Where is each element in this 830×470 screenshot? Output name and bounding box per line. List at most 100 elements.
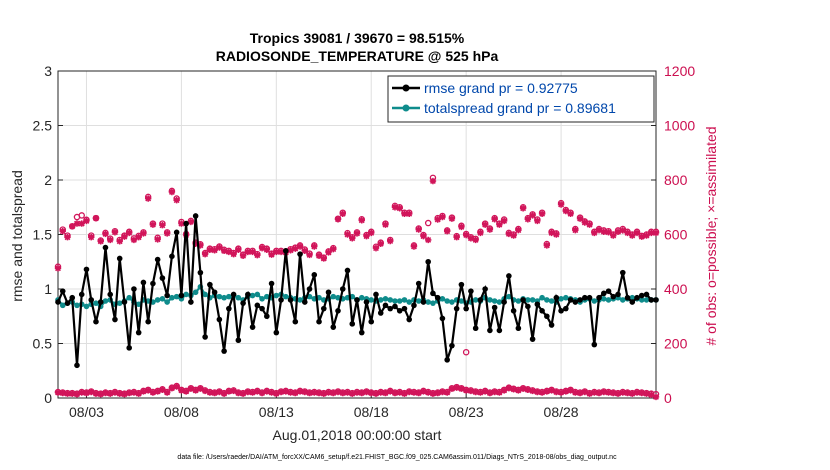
point-rmse xyxy=(245,291,251,298)
point-rmse xyxy=(392,303,398,310)
point-obs_assimilated xyxy=(443,228,451,235)
point-obs_low_assimilated xyxy=(287,389,294,396)
point-obs_assimilated xyxy=(496,221,503,228)
point-totalspread xyxy=(335,294,341,301)
point-obs_assimilated xyxy=(59,228,66,235)
point-rmse xyxy=(297,251,303,257)
point-totalspread xyxy=(449,299,455,305)
point-obs_assimilated xyxy=(220,247,228,255)
point-rmse xyxy=(544,313,550,320)
point-obs_low_assimilated xyxy=(548,387,555,394)
point-rmse xyxy=(150,280,156,287)
point-rmse xyxy=(325,289,332,296)
point-obs_low_assimilated xyxy=(576,389,584,397)
series-obs_low_assimilated xyxy=(54,383,660,401)
point-rmse xyxy=(207,281,213,288)
point-rmse xyxy=(311,272,318,278)
point-totalspread xyxy=(548,298,555,304)
point-rmse xyxy=(453,305,460,312)
point-obs_assimilated xyxy=(325,249,332,256)
series-obs_assimilated xyxy=(54,177,660,272)
point-obs_assimilated xyxy=(73,220,81,227)
point-obs_assimilated xyxy=(648,229,655,237)
point-obs_low_assimilated xyxy=(187,385,195,392)
point-rmse xyxy=(126,345,132,351)
point-rmse xyxy=(572,299,579,305)
point-obs_low_assimilated xyxy=(244,388,252,396)
point-obs_assimilated xyxy=(235,246,242,253)
point-rmse xyxy=(140,279,147,286)
x-axis: 08/03 08/08 08/13 08/18 08/23 08/28 xyxy=(69,393,579,420)
point-obs_low_assimilated xyxy=(292,389,299,397)
point-obs_assimilated xyxy=(434,216,441,223)
point-obs_low_assimilated xyxy=(595,389,603,397)
point-obs_assimilated xyxy=(125,229,133,237)
point-rmse xyxy=(619,269,626,276)
point-rmse xyxy=(558,308,564,314)
point-obs_assimilated xyxy=(287,247,294,254)
point-rmse xyxy=(320,305,327,312)
point-obs_assimilated xyxy=(168,188,176,196)
point-obs_assimilated xyxy=(387,237,394,245)
point-obs_assimilated xyxy=(524,216,532,223)
point-totalspread xyxy=(458,298,465,304)
point-obs_low_assimilated xyxy=(88,388,95,396)
point-rmse xyxy=(197,269,204,276)
point-obs_assimilated xyxy=(491,216,498,223)
point-obs_assimilated xyxy=(406,210,413,217)
point-obs_low_assimilated xyxy=(344,389,351,396)
point-obs_assimilated xyxy=(401,210,408,217)
point-rmse xyxy=(420,299,427,305)
point-obs_low_assimilated xyxy=(519,385,527,392)
point-obs_low_assimilated xyxy=(334,388,342,396)
point-rmse xyxy=(102,244,109,251)
point-obs_low_assimilated xyxy=(140,388,147,395)
point-obs_assimilated xyxy=(163,230,171,237)
point-obs_assimilated xyxy=(586,221,593,228)
point-obs_low_assimilated xyxy=(368,389,375,397)
point-obs_low_assimilated xyxy=(614,390,622,397)
point-obs_low_assimilated xyxy=(448,385,456,392)
point-obs_assimilated xyxy=(263,246,271,253)
point-obs_low_assimilated xyxy=(586,390,593,397)
point-rmse xyxy=(525,303,531,310)
point-obs_low_assimilated xyxy=(372,390,380,397)
point-obs_assimilated xyxy=(624,229,631,237)
point-totalspread xyxy=(273,292,280,299)
ytick-left-label: 0 xyxy=(44,390,52,406)
point-obs_low_assimilated xyxy=(458,385,465,392)
point-rmse xyxy=(648,297,655,303)
legend: rmse grand pr = 0.92775 totalspread gran… xyxy=(387,75,655,123)
point-rmse xyxy=(121,299,128,305)
point-totalspread xyxy=(93,300,99,306)
point-obs_low_assimilated xyxy=(572,389,579,396)
point-obs_assimilated xyxy=(344,231,351,238)
point-obs_low_assimilated xyxy=(325,389,332,396)
point-obs_low_assimilated xyxy=(144,387,152,394)
point-rmse xyxy=(188,299,194,305)
point-obs_assimilated xyxy=(216,244,223,251)
point-obs_low_assimilated xyxy=(311,389,318,396)
point-obs_low_assimilated xyxy=(629,390,636,397)
point-obs_low_assimilated xyxy=(538,389,546,396)
point-obs_low_assimilated xyxy=(443,389,451,396)
point-obs_possible xyxy=(424,219,432,227)
point-obs_low_assimilated xyxy=(515,387,522,394)
point-obs_assimilated xyxy=(538,210,546,217)
point-obs_low_assimilated xyxy=(135,390,142,397)
xtick-label: 08/28 xyxy=(544,404,579,420)
point-obs_assimilated xyxy=(529,212,536,219)
point-totalspread xyxy=(387,297,394,303)
point-obs_assimilated xyxy=(543,242,551,249)
point-obs_assimilated xyxy=(510,232,517,239)
point-obs_low_assimilated xyxy=(619,389,626,396)
point-obs_assimilated xyxy=(206,246,214,253)
point-obs_low_assimilated xyxy=(197,385,204,392)
series-obs_possible xyxy=(54,174,660,270)
point-rmse xyxy=(221,348,227,354)
legend-spread-marker xyxy=(402,104,410,112)
ytick-right-label: 1000 xyxy=(664,118,695,134)
xtick-label: 08/08 xyxy=(164,404,199,420)
point-obs_assimilated xyxy=(330,246,337,253)
legend-rmse-marker xyxy=(402,84,410,92)
